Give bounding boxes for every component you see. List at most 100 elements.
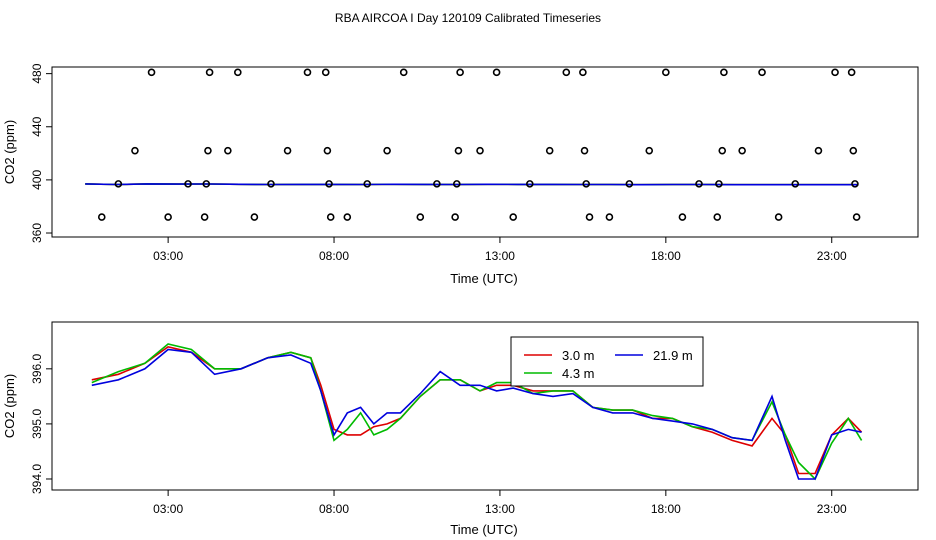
data-point xyxy=(433,180,441,188)
legend-label-21-9m: 21.9 m xyxy=(653,348,693,363)
data-point xyxy=(325,180,333,188)
data-point xyxy=(202,180,211,188)
data-point xyxy=(580,146,589,155)
top-x-tick-label: 13:00 xyxy=(485,249,515,263)
data-point xyxy=(326,213,335,221)
legend-label-3m: 3.0 m xyxy=(562,348,595,363)
top-y-tick-label: 440 xyxy=(30,116,44,136)
data-point xyxy=(758,68,766,77)
data-point xyxy=(234,68,242,77)
bottom-y-tick-label: 396.0 xyxy=(30,353,44,383)
bottom-y-axis-label: CO2 (ppm) xyxy=(2,374,17,438)
data-point xyxy=(97,213,106,221)
data-point xyxy=(849,146,858,155)
data-point xyxy=(451,213,459,221)
top-y-tick-label: 400 xyxy=(30,170,44,190)
top-y-axis: 360 400 440 480 xyxy=(30,63,52,243)
legend: 3.0 m 4.3 m 21.9 m xyxy=(510,336,704,387)
data-point xyxy=(720,68,728,77)
data-point xyxy=(476,146,484,155)
data-point xyxy=(363,180,372,188)
data-point xyxy=(851,180,859,188)
data-point xyxy=(791,180,800,188)
data-point xyxy=(416,213,425,221)
data-point xyxy=(695,180,703,188)
data-point xyxy=(579,68,587,77)
data-point xyxy=(131,146,139,155)
data-point xyxy=(224,146,232,155)
top-series-lines xyxy=(85,183,859,186)
data-point xyxy=(323,146,332,155)
top-y-axis-label: CO2 (ppm) xyxy=(2,120,17,184)
bottom-x-tick-label: 08:00 xyxy=(319,502,349,516)
data-point xyxy=(343,213,352,221)
top-x-tick-label: 18:00 xyxy=(651,249,681,263)
data-point xyxy=(715,180,723,188)
bottom-panel: 394.0 395.0 396.0 03:00 08:00 13:00 18:00 23:0… xyxy=(2,321,919,537)
data-point xyxy=(321,68,330,77)
data-point xyxy=(545,146,554,155)
data-point xyxy=(582,180,590,188)
data-point xyxy=(852,213,861,221)
bottom-y-tick-label: 395.0 xyxy=(30,409,44,439)
data-point xyxy=(383,146,391,155)
bottom-y-axis: 394.0 395.0 396.0 xyxy=(30,353,52,494)
top-x-axis: 03:00 08:00 13:00 18:00 23:00 xyxy=(153,237,847,263)
data-point xyxy=(738,146,746,155)
data-point xyxy=(205,68,214,77)
data-point xyxy=(625,180,634,188)
data-point xyxy=(774,213,783,221)
data-point xyxy=(200,213,209,221)
data-point xyxy=(114,180,123,188)
bottom-plot-frame xyxy=(51,321,919,491)
data-point xyxy=(814,146,823,155)
data-point xyxy=(831,68,839,77)
bottom-x-tick-label: 18:00 xyxy=(651,502,681,516)
data-point xyxy=(585,213,594,221)
top-x-tick-label: 23:00 xyxy=(817,249,847,263)
data-point xyxy=(718,146,727,155)
bottom-y-tick-label: 394.0 xyxy=(30,464,44,494)
data-point xyxy=(678,213,687,221)
data-point xyxy=(303,68,312,77)
data-point xyxy=(562,68,571,77)
data-point xyxy=(605,213,614,221)
bottom-x-axis-label: Time (UTC) xyxy=(450,522,517,537)
data-point xyxy=(454,146,463,155)
data-point xyxy=(184,180,192,188)
data-point xyxy=(399,68,408,77)
bottom-series-lines xyxy=(91,343,863,481)
series-line-2 xyxy=(91,348,862,480)
data-point xyxy=(283,146,292,155)
data-point xyxy=(662,68,670,77)
top-flag-points xyxy=(97,68,861,221)
top-y-tick-label: 360 xyxy=(30,223,44,243)
bottom-x-tick-label: 03:00 xyxy=(153,502,183,516)
legend-box xyxy=(510,336,704,387)
top-panel: 360 400 440 480 03:00 08:00 13:00 18:00 23:00 T… xyxy=(2,63,919,286)
data-point xyxy=(267,180,275,188)
data-point xyxy=(645,146,654,155)
data-point xyxy=(452,180,461,188)
data-point xyxy=(847,68,856,77)
data-point xyxy=(492,68,501,77)
top-plot-frame xyxy=(51,66,919,238)
top-x-tick-label: 08:00 xyxy=(319,249,349,263)
top-y-tick-label: 480 xyxy=(30,63,44,83)
legend-label-4-3m: 4.3 m xyxy=(562,366,595,381)
bottom-x-tick-label: 23:00 xyxy=(817,502,847,516)
data-point xyxy=(713,213,722,221)
top-x-axis-label: Time (UTC) xyxy=(450,271,517,286)
series-line-0 xyxy=(91,345,863,475)
bottom-x-tick-label: 13:00 xyxy=(485,502,515,516)
data-point xyxy=(164,213,172,221)
data-point xyxy=(147,68,156,77)
chart-title: RBA AIRCOA I Day 120109 Calibrated Times… xyxy=(335,11,601,25)
top-x-tick-label: 03:00 xyxy=(153,249,183,263)
bottom-x-axis: 03:00 08:00 13:00 18:00 23:00 xyxy=(153,490,847,516)
data-point xyxy=(525,180,534,188)
data-point xyxy=(250,213,259,221)
top-series-line-2 xyxy=(85,183,859,186)
data-point xyxy=(204,146,212,155)
